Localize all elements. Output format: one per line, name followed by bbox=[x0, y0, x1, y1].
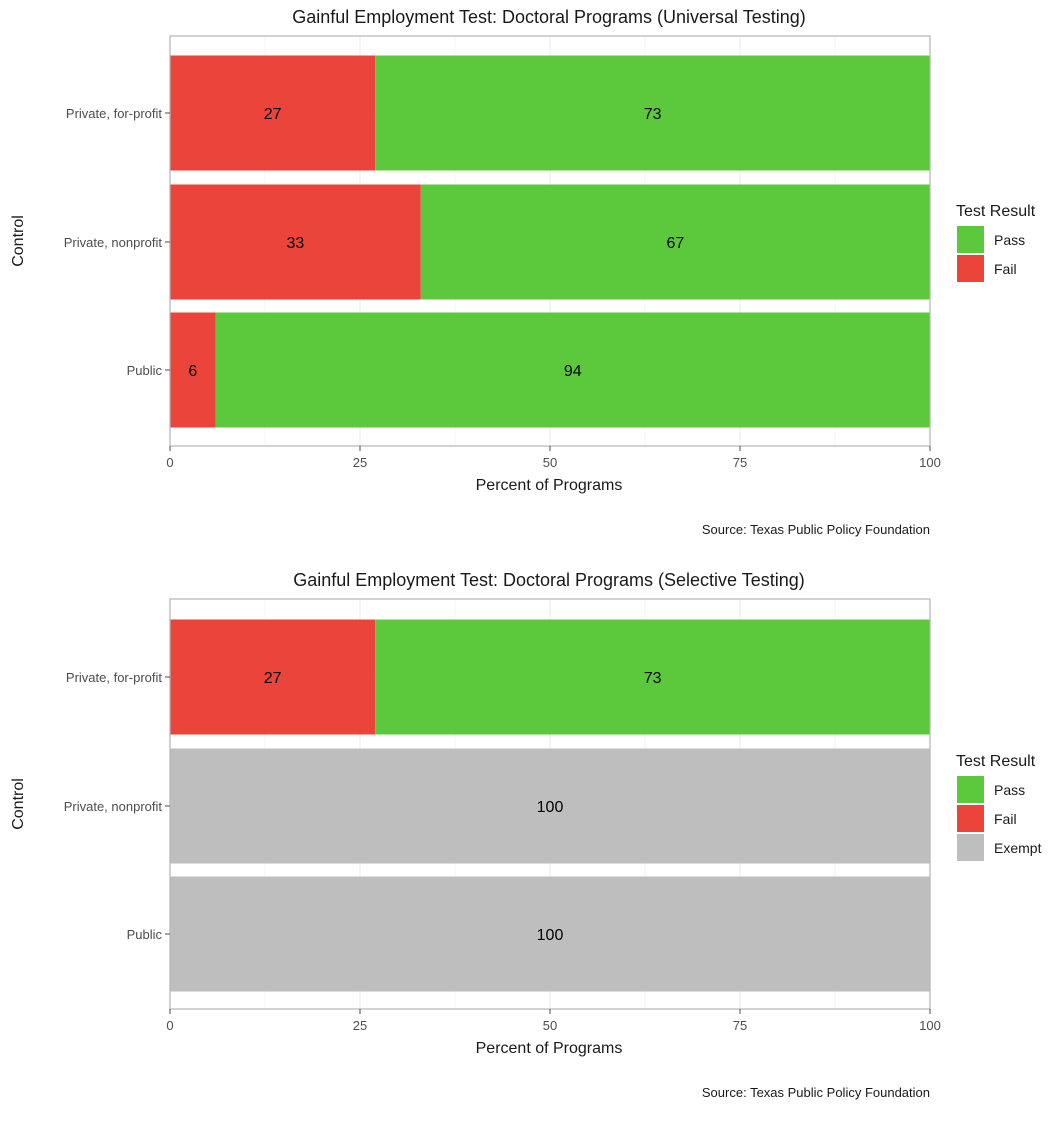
y-tick-label: Public bbox=[127, 363, 163, 378]
x-tick-label: 25 bbox=[353, 1018, 367, 1033]
legend-key-fail bbox=[957, 805, 984, 832]
data-label: 73 bbox=[644, 670, 662, 687]
y-tick-label: Private, for-profit bbox=[66, 670, 162, 685]
x-tick-label: 50 bbox=[543, 1018, 557, 1033]
bar-fail bbox=[170, 312, 216, 428]
bar-fail bbox=[170, 55, 376, 171]
y-tick-label: Private, for-profit bbox=[66, 106, 162, 121]
legend-key-pass bbox=[957, 776, 984, 803]
y-tick-label: Private, nonprofit bbox=[64, 799, 163, 814]
legend-label: Pass bbox=[994, 782, 1025, 798]
data-label: 94 bbox=[564, 363, 582, 380]
x-tick-label: 100 bbox=[919, 1018, 941, 1033]
data-label: 100 bbox=[537, 927, 564, 944]
x-tick-label: 0 bbox=[166, 1018, 173, 1033]
bar-pass bbox=[375, 55, 930, 171]
data-label: 6 bbox=[188, 363, 197, 380]
caption: Source: Texas Public Policy Foundation bbox=[702, 1085, 930, 1100]
x-tick-label: 50 bbox=[543, 455, 557, 470]
legend-key-exempt bbox=[957, 834, 984, 861]
legend-key-pass bbox=[957, 226, 984, 253]
legend-title: Test Result bbox=[956, 203, 1036, 220]
legend-label: Fail bbox=[994, 261, 1017, 277]
data-label: 73 bbox=[644, 106, 662, 123]
data-label: 33 bbox=[287, 235, 305, 252]
caption: Source: Texas Public Policy Foundation bbox=[702, 522, 930, 537]
x-axis-title: Percent of Programs bbox=[476, 1040, 623, 1057]
x-tick-label: 25 bbox=[353, 455, 367, 470]
data-label: 100 bbox=[537, 799, 564, 816]
bar-exempt bbox=[170, 876, 930, 992]
y-axis-title: Control bbox=[10, 215, 27, 267]
x-tick-label: 100 bbox=[919, 455, 941, 470]
y-axis-title: Control bbox=[10, 778, 27, 830]
bar-pass bbox=[375, 619, 930, 735]
chart-title: Gainful Employment Test: Doctoral Progra… bbox=[292, 7, 806, 27]
chart-2: Gainful Employment Test: Doctoral Progra… bbox=[10, 570, 1042, 1100]
bar-pass bbox=[420, 184, 930, 300]
x-tick-label: 75 bbox=[733, 1018, 747, 1033]
legend: Test Result Pass Fail bbox=[956, 203, 1036, 282]
x-axis-title: Percent of Programs bbox=[476, 477, 623, 494]
bar-fail bbox=[170, 184, 421, 300]
y-tick-label: Private, nonprofit bbox=[64, 235, 163, 250]
chart-1: Gainful Employment Test: Doctoral Progra… bbox=[10, 7, 1036, 537]
x-tick-label: 0 bbox=[166, 455, 173, 470]
data-label: 27 bbox=[264, 106, 282, 123]
y-tick-label: Public bbox=[127, 927, 163, 942]
x-tick-label: 75 bbox=[733, 455, 747, 470]
data-label: 27 bbox=[264, 670, 282, 687]
legend-label: Pass bbox=[994, 232, 1025, 248]
legend-title: Test Result bbox=[956, 753, 1036, 770]
data-label: 67 bbox=[667, 235, 685, 252]
bar-fail bbox=[170, 619, 376, 735]
legend: Test Result Pass Fail Exempt bbox=[956, 753, 1042, 861]
bar-exempt bbox=[170, 748, 930, 864]
chart-title: Gainful Employment Test: Doctoral Progra… bbox=[293, 570, 805, 590]
legend-label: Fail bbox=[994, 811, 1017, 827]
legend-key-fail bbox=[957, 255, 984, 282]
legend-label: Exempt bbox=[994, 840, 1042, 856]
bar-pass bbox=[215, 312, 931, 428]
